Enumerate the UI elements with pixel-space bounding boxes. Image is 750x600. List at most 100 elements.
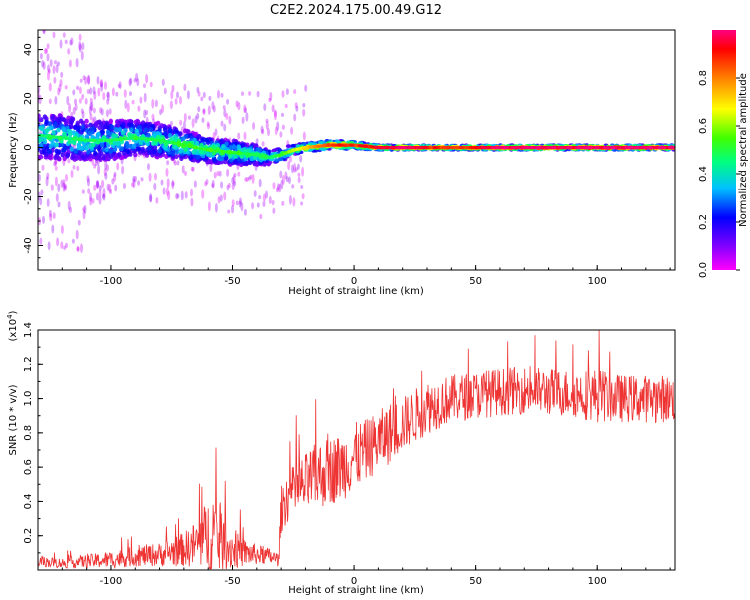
spectral-blob <box>105 129 111 135</box>
spectral-blob <box>96 131 101 137</box>
spectral-blob <box>225 112 229 120</box>
spectral-blob <box>95 192 99 201</box>
spectral-blob <box>99 80 103 88</box>
spectral-blob <box>159 109 163 116</box>
spectral-blob <box>237 132 241 140</box>
spectral-blob <box>91 198 95 204</box>
spectral-blob <box>318 140 324 145</box>
spectral-blob <box>201 147 206 151</box>
spectral-blob <box>281 174 285 185</box>
spectral-blob <box>208 95 212 101</box>
spectral-blob <box>295 147 300 151</box>
spectral-blob <box>156 138 161 142</box>
spectral-blob <box>176 140 181 146</box>
spectral-blob <box>194 115 198 124</box>
spectral-blob <box>78 98 82 104</box>
spectral-blob <box>149 81 153 88</box>
spectral-blob <box>38 94 42 105</box>
spectral-blob <box>272 182 276 190</box>
spectral-blob <box>89 192 93 202</box>
spectral-blob <box>131 182 135 188</box>
spectral-blob <box>212 131 216 140</box>
spectral-blob <box>216 170 220 177</box>
spectral-blob <box>217 89 220 99</box>
spectral-blob <box>244 177 248 182</box>
spectral-blob <box>272 207 276 214</box>
spectral-blob <box>61 127 67 133</box>
spectral-blob <box>212 105 216 113</box>
spectral-blob <box>104 160 108 170</box>
spectral-blob <box>85 128 90 134</box>
spectral-blob <box>523 146 529 150</box>
spectral-blob <box>231 199 235 207</box>
spectral-blob <box>274 126 278 136</box>
spectral-blob <box>183 146 188 152</box>
spectral-blob <box>62 32 66 38</box>
colorbar-tick-label: 0.0 <box>698 262 709 278</box>
spectral-blob <box>252 122 256 130</box>
spectral-blob <box>293 89 297 94</box>
spectral-blob <box>155 197 159 204</box>
spectral-blob <box>65 152 71 158</box>
spectral-blob <box>129 91 132 97</box>
spectral-blob <box>67 158 71 164</box>
spectral-blob <box>151 98 155 109</box>
spectral-blob <box>46 53 50 62</box>
spectral-blob <box>149 194 153 203</box>
spectral-blob <box>175 192 179 200</box>
y-tick-label: 20 <box>23 92 34 105</box>
spectral-blob <box>288 194 292 205</box>
spectral-blob <box>283 151 288 155</box>
spectral-blob <box>92 138 97 142</box>
spectral-blob <box>213 171 217 179</box>
spectral-blob <box>224 141 229 147</box>
x-tick-label: -50 <box>224 276 240 287</box>
spectral-blob <box>454 145 460 150</box>
x-tick-label: 0 <box>351 576 357 587</box>
spectral-blob <box>108 154 114 159</box>
spectral-blob <box>115 140 121 146</box>
spectral-blob <box>171 84 175 93</box>
spectral-blob <box>138 140 144 146</box>
spectral-blob <box>76 126 81 132</box>
spectral-blob <box>232 174 236 184</box>
spectral-blob <box>143 92 147 103</box>
spectral-blob <box>117 83 121 88</box>
spectral-blob <box>415 146 420 150</box>
spectral-blob <box>84 134 90 140</box>
spectral-blob <box>258 178 262 188</box>
spectral-blob <box>91 142 96 148</box>
spectral-blob <box>191 166 195 172</box>
spectral-blob <box>155 131 160 137</box>
spectral-blob <box>204 181 208 187</box>
spectral-blob <box>277 148 283 152</box>
spectral-blob <box>450 146 455 150</box>
spectral-blob <box>219 194 223 202</box>
spectral-blob <box>176 91 179 99</box>
spectral-blob <box>193 180 197 188</box>
spectral-blob <box>485 146 490 150</box>
spectral-blob <box>258 194 262 200</box>
spectral-blob <box>190 188 193 197</box>
spectral-blob <box>191 118 195 128</box>
spectral-blob <box>236 150 241 156</box>
spectral-blob <box>58 83 62 93</box>
spectral-blob <box>291 148 296 152</box>
spectral-blob <box>39 142 44 148</box>
spectral-blob <box>94 160 98 167</box>
spectral-blob <box>49 213 53 222</box>
spectral-blob <box>207 105 211 116</box>
spectral-blob <box>136 146 142 152</box>
spectral-blob <box>235 100 239 108</box>
spectral-blob <box>552 146 557 150</box>
spectral-blob <box>143 109 147 119</box>
spectral-blob <box>113 127 119 132</box>
spectral-blob <box>213 149 218 153</box>
spectral-blob <box>249 156 254 162</box>
spectral-blob <box>54 159 58 167</box>
snr-y-label: SNR (10 * v/v) <box>8 384 19 455</box>
x-tick-label: 100 <box>588 276 607 287</box>
spectral-blob <box>98 196 102 205</box>
spectral-blob <box>207 123 210 130</box>
spectral-blob <box>84 97 88 105</box>
